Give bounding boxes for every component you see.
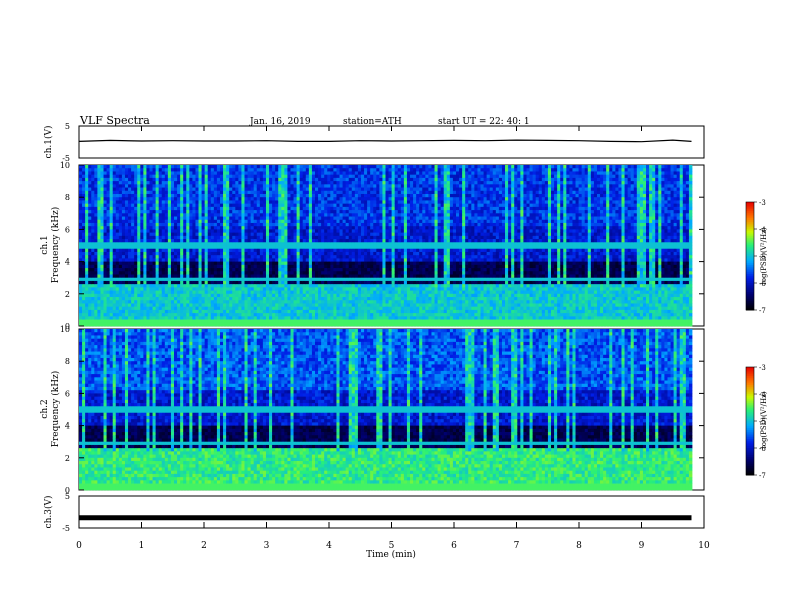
ch2-colorbar-label: log(PSD)(V²/Hz)	[760, 391, 768, 448]
x-tick-label: 6	[451, 541, 457, 551]
x-tick-label: 0	[76, 541, 82, 551]
ch1-spectrogram-ytick-label: 10	[60, 161, 70, 170]
vlf-figure: VLF Spectra Jan. 16, 2019 station=ATH st…	[0, 0, 792, 612]
ch2-spectrogram-ytick-label: 10	[60, 325, 70, 334]
colorbar-tick-label: -7	[759, 472, 766, 480]
ch2-spectrogram-channel-label: ch.2	[40, 399, 50, 418]
ch1-spectrogram-ytick-label: 8	[65, 193, 70, 202]
ch2-spectrogram-ytick-label: 2	[65, 454, 70, 463]
ch1-waveform-ytick-label: 5	[65, 122, 70, 131]
x-tick-label: 8	[576, 541, 582, 551]
ch1-spectrogram-ytick-label: 2	[65, 290, 70, 299]
colorbar-tick-label: -3	[759, 364, 766, 372]
ch1-spectrogram-ytick-label: 4	[65, 258, 70, 267]
ch2-spectrogram-ytick-label: 8	[65, 357, 70, 366]
x-tick-label: 2	[201, 541, 207, 551]
ch1-waveform-ylabel: ch.1(V)	[43, 126, 54, 159]
x-tick-label: 10	[698, 541, 710, 551]
ch3-waveform-ytick-label: -5	[62, 524, 70, 533]
ch1-spectrogram-ytick-label: 6	[65, 225, 70, 234]
x-tick-label: 5	[389, 541, 395, 551]
x-tick-label: 4	[326, 541, 332, 551]
ch1-waveform-line	[79, 140, 692, 142]
ch3-waveform-ylabel: ch.3(V)	[43, 496, 54, 529]
ch2-spectrogram-ytick-label: 6	[65, 389, 70, 398]
ch1-colorbar-label: log(PSD)(V²/Hz)	[760, 227, 768, 284]
ch3-waveform-ytick-label: 5	[65, 492, 70, 501]
colorbar-tick-label: -3	[759, 199, 766, 207]
ch2-spectrogram-ylabel: Frequency (kHz)	[50, 371, 61, 448]
ch1-spectrogram-ylabel: Frequency (kHz)	[50, 207, 61, 284]
x-tick-label: 3	[264, 541, 270, 551]
ch1-spectrogram-cells	[79, 165, 692, 326]
x-tick-label: 1	[139, 541, 145, 551]
colorbar-tick-label: -7	[759, 307, 766, 315]
ch2-spectrogram-ytick-label: 4	[65, 422, 70, 431]
x-tick-label: 9	[639, 541, 645, 551]
figure-title: VLF Spectra	[79, 114, 150, 127]
ch2-spectrogram-cells	[79, 329, 692, 490]
x-tick-label: 7	[514, 541, 520, 551]
ch1-spectrogram-channel-label: ch.1	[40, 235, 50, 254]
